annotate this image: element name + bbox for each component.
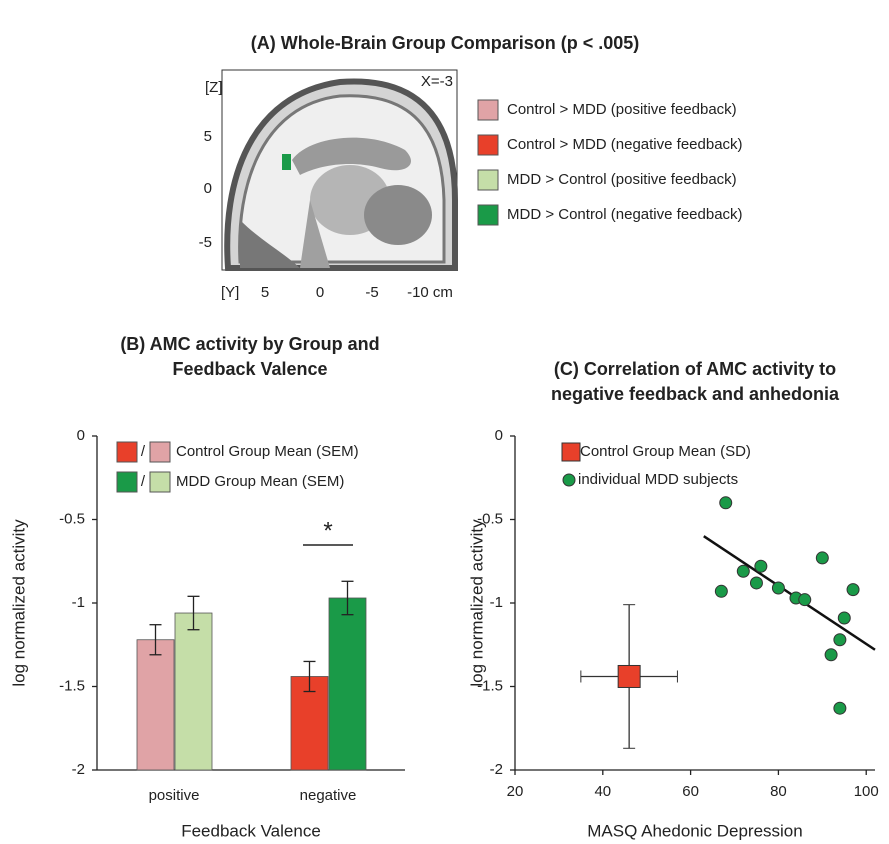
legend-separator: /: [141, 473, 146, 490]
x-axis-label: MASQ Ahedonic Depression: [587, 821, 802, 840]
y-tick-label: -1: [72, 594, 85, 611]
y-tick-label: -2: [490, 761, 503, 778]
point: [834, 702, 846, 714]
point: [799, 594, 811, 606]
y-tick-label: 0: [316, 284, 324, 301]
y-tick-label: -5: [365, 284, 378, 301]
legend-marker: [562, 443, 580, 461]
slice-label: X=-3: [421, 73, 453, 90]
y-tick-label: 0: [77, 427, 85, 444]
legend-swatch: [478, 135, 498, 155]
legend-swatch: [150, 442, 170, 462]
legend-swatch: [478, 205, 498, 225]
bar: [175, 613, 212, 770]
point: [816, 552, 828, 564]
point: [825, 649, 837, 661]
x-tick-label: 20: [507, 783, 524, 800]
z-tick-label: -5: [199, 234, 212, 251]
legend-separator: /: [141, 443, 146, 460]
legend-swatch: [478, 100, 498, 120]
legend-label: MDD > Control (negative feedback): [507, 206, 743, 223]
z-tick-label: 5: [204, 128, 212, 145]
legend-swatch: [117, 442, 137, 462]
point: [737, 565, 749, 577]
legend-label: MDD Group Mean (SEM): [176, 473, 344, 490]
y-tick-label: -0.5: [59, 510, 85, 527]
x-axis-label: Feedback Valence: [181, 821, 321, 840]
legend-label: Control Group Mean (SD): [580, 443, 751, 460]
y-tick-label: -1.5: [59, 677, 85, 694]
legend-label: Control > MDD (positive feedback): [507, 101, 737, 118]
legend-label: Control > MDD (negative feedback): [507, 136, 743, 153]
chart-title: Feedback Valence: [172, 359, 327, 379]
z-tick-label: 0: [204, 180, 212, 197]
figure: (A) Whole-Brain Group Comparison (p < .0…: [0, 0, 889, 844]
bar: [137, 640, 174, 770]
y-label: [Y]: [221, 284, 239, 301]
point: [772, 582, 784, 594]
point: [838, 612, 850, 624]
y-tick-label: -10 cm: [407, 284, 453, 301]
chart-title: (C) Correlation of AMC activity to: [554, 359, 836, 379]
legend-label: individual MDD subjects: [578, 471, 738, 488]
bar: [329, 598, 366, 770]
legend-label: Control Group Mean (SEM): [176, 443, 359, 460]
point: [720, 497, 732, 509]
y-tick-label: 5: [261, 284, 269, 301]
legend-swatch: [117, 472, 137, 492]
legend-label: MDD > Control (positive feedback): [507, 171, 737, 188]
y-axis-label: log normalized activity: [467, 519, 486, 687]
y-axis-label: log normalized activity: [9, 519, 28, 687]
point: [750, 577, 762, 589]
x-tick-label: 60: [682, 783, 699, 800]
x-tick-label: negative: [300, 787, 357, 804]
panel-a-title: (A) Whole-Brain Group Comparison (p < .0…: [251, 33, 640, 53]
x-tick-label: positive: [149, 787, 200, 804]
brain-image: [222, 70, 457, 270]
significance-star: *: [323, 517, 332, 544]
y-tick-label: 0: [495, 427, 503, 444]
z-label: [Z]: [205, 79, 223, 96]
legend-swatch: [150, 472, 170, 492]
point: [834, 634, 846, 646]
legend-marker: [563, 474, 575, 486]
legend-swatch: [478, 170, 498, 190]
point: [618, 665, 640, 687]
y-tick-label: -2: [72, 761, 85, 778]
x-tick-label: 100: [854, 783, 879, 800]
chart-title: negative feedback and anhedonia: [551, 384, 840, 404]
point: [755, 560, 767, 572]
point: [715, 585, 727, 597]
x-tick-label: 40: [594, 783, 611, 800]
chart-title: (B) AMC activity by Group and: [120, 334, 379, 354]
point: [847, 584, 859, 596]
y-tick-label: -1: [490, 594, 503, 611]
x-tick-label: 80: [770, 783, 787, 800]
